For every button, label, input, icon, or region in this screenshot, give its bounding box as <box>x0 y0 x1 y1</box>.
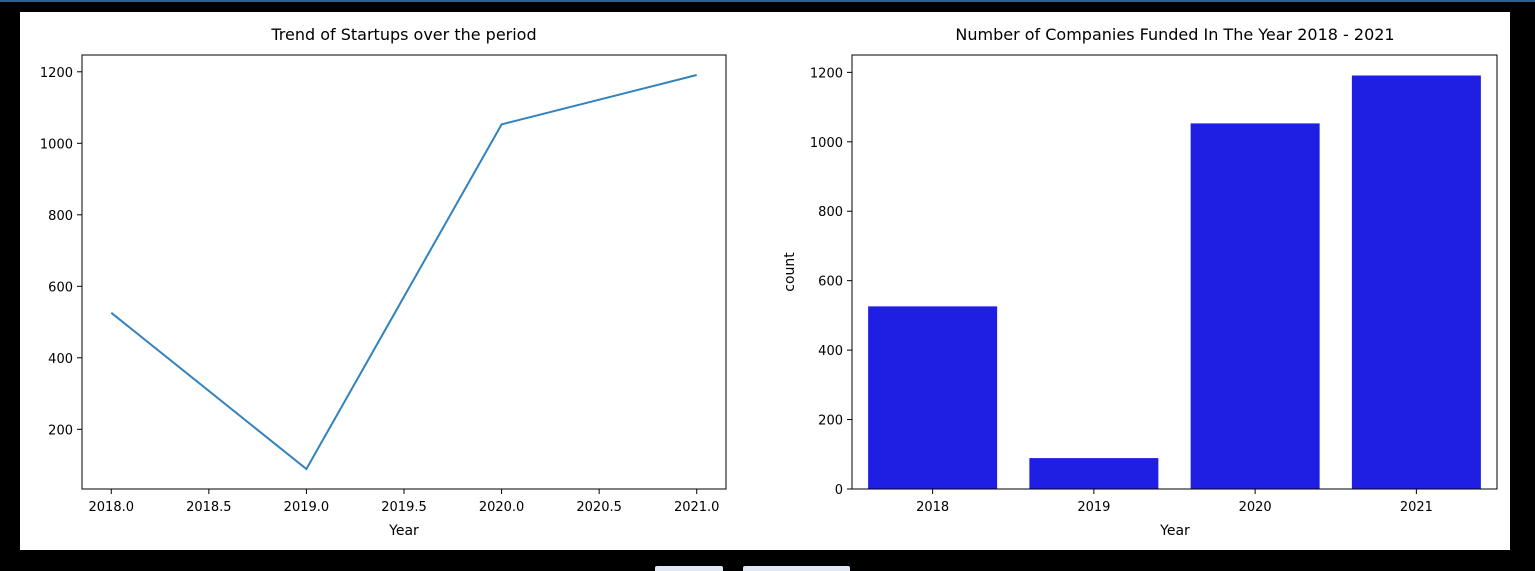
line-chart-x-tick-label: 2021.0 <box>674 500 720 515</box>
line-chart-title: Trend of Startups over the period <box>270 25 536 44</box>
bar-chart-x-tick-label: 2019 <box>1077 500 1110 515</box>
line-chart-y-axis: 200 400 600 800 1000 1200 <box>40 66 82 438</box>
bar-2020 <box>1190 123 1320 489</box>
bar-chart-title: Number of Companies Funded In The Year 2… <box>955 25 1394 44</box>
bar-chart-y-tick-label: 800 <box>818 205 843 220</box>
line-chart-x-tick-label: 2018.0 <box>89 500 135 515</box>
bar-chart-y-tick-label: 200 <box>818 414 843 429</box>
bar-chart-x-tick-label: 2020 <box>1239 500 1272 515</box>
scroll-chip-left[interactable] <box>655 566 723 571</box>
bar-2018 <box>868 306 998 489</box>
line-chart-y-tick-label: 200 <box>48 423 73 438</box>
figure-canvas: Trend of Startups over the period 200 400… <box>20 12 1510 550</box>
line-chart-x-tick-label: 2019.5 <box>381 500 427 515</box>
line-chart-series <box>110 74 697 471</box>
line-chart-x-label: Year <box>388 523 419 539</box>
bar-chart-y-tick-label: 600 <box>818 275 843 290</box>
line-chart-x-tick-label: 2020.0 <box>479 500 525 515</box>
bar-chart-frame <box>851 54 1498 490</box>
bar-chart-y-tick-label: 0 <box>835 483 843 498</box>
line-chart-y-tick-label: 800 <box>48 209 73 224</box>
window-top-border <box>0 0 1535 2</box>
line-chart-series-line <box>110 74 697 471</box>
figure-svg: Trend of Startups over the period 200 400… <box>40 25 1498 539</box>
line-chart-x-tick-label: 2020.5 <box>576 500 622 515</box>
bar-chart-y-label: count <box>782 252 798 292</box>
bar-chart-y-tick-label: 400 <box>818 344 843 359</box>
scroll-chip-right[interactable] <box>743 566 850 571</box>
line-chart-y-tick-label: 600 <box>48 280 73 295</box>
bar-chart-y-tick-label: 1000 <box>810 136 843 151</box>
line-chart-frame <box>81 54 727 490</box>
bar-chart-x-tick-label: 2018 <box>916 500 949 515</box>
bar-chart-x-tick-label: 2021 <box>1400 500 1433 515</box>
line-chart-x-axis: 2018.0 2018.5 2019.0 2019.5 2020.0 2020.5 2021… <box>89 489 720 515</box>
line-chart-y-tick-label: 1200 <box>40 66 73 81</box>
line-chart-x-tick-label: 2019.0 <box>284 500 330 515</box>
bar-chart: Number of Companies Funded In The Year 2… <box>782 25 1498 539</box>
bar-chart-x-axis: 2018 2019 2020 2021 <box>916 489 1433 515</box>
bar-2019 <box>1029 458 1159 489</box>
bar-chart-bars <box>868 75 1481 489</box>
bar-2021 <box>1351 75 1481 489</box>
line-chart-y-tick-label: 400 <box>48 352 73 367</box>
bar-chart-y-tick-label: 1200 <box>810 66 843 81</box>
line-chart-y-tick-label: 1000 <box>40 137 73 152</box>
bar-chart-y-axis: 0 200 400 600 800 1000 1200 <box>810 66 852 498</box>
line-chart: Trend of Startups over the period 200 400… <box>40 25 727 539</box>
bar-chart-x-label: Year <box>1159 523 1190 539</box>
line-chart-x-tick-label: 2018.5 <box>186 500 232 515</box>
